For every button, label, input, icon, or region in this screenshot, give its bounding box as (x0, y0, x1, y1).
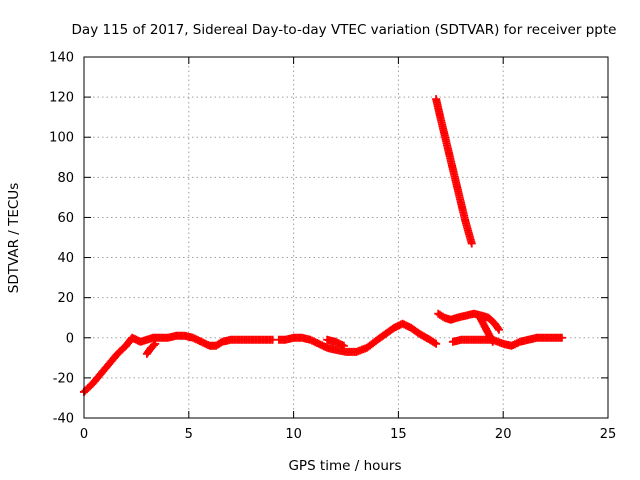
series-SDTVAR-arc (434, 309, 504, 334)
y-tick-label: 100 (49, 131, 74, 146)
y-tick-label: 60 (57, 211, 74, 226)
y-tick-label: -20 (53, 371, 74, 386)
data-point (493, 324, 502, 333)
plot-frame (83, 56, 609, 419)
data-point (557, 333, 566, 342)
data-point (432, 339, 441, 348)
x-axis-label: GPS time / hours (288, 458, 401, 474)
x-tick-label: 0 (80, 427, 88, 442)
x-tick-label: 10 (285, 427, 302, 442)
series-SDTVAR-arc-tail (476, 313, 497, 346)
chart-title: Day 115 of 2017, Sidereal Day-to-day VTE… (72, 22, 617, 38)
y-tick-label: 80 (57, 171, 74, 186)
series-SDTVAR-mid (274, 319, 441, 356)
data-point (339, 341, 348, 350)
x-tick-label: 25 (600, 427, 617, 442)
data-point (430, 338, 439, 347)
y-tick-label: 20 (57, 291, 74, 306)
data-point (149, 341, 158, 350)
x-tick-label: 15 (390, 427, 407, 442)
grid (84, 57, 608, 418)
series-SDTVAR-main (80, 331, 277, 396)
data-point (151, 339, 160, 348)
y-tick-label: 0 (66, 331, 74, 346)
y-tick-label: 120 (49, 91, 74, 106)
x-tick-label: 20 (495, 427, 512, 442)
series-SDTVAR-high-spike (432, 95, 476, 248)
data-point (495, 325, 504, 334)
series-SDTVAR-dip (142, 339, 160, 358)
y-tick-label: 140 (49, 51, 74, 66)
y-tick-label: -40 (53, 412, 74, 427)
series-SDTVAR-late (448, 333, 566, 350)
y-axis-label: SDTVAR / TECUs (6, 183, 22, 293)
data-point (467, 239, 476, 248)
series-SDTVAR-mid-low (323, 335, 348, 350)
data-points (80, 95, 566, 396)
x-tick-label: 5 (185, 427, 193, 442)
axis-ticks: 0 5 10 15 20 25 -40 -20 0 20 40 60 80 100 120 140 (49, 51, 616, 443)
data-point (488, 337, 497, 346)
y-tick-label: 40 (57, 251, 74, 266)
